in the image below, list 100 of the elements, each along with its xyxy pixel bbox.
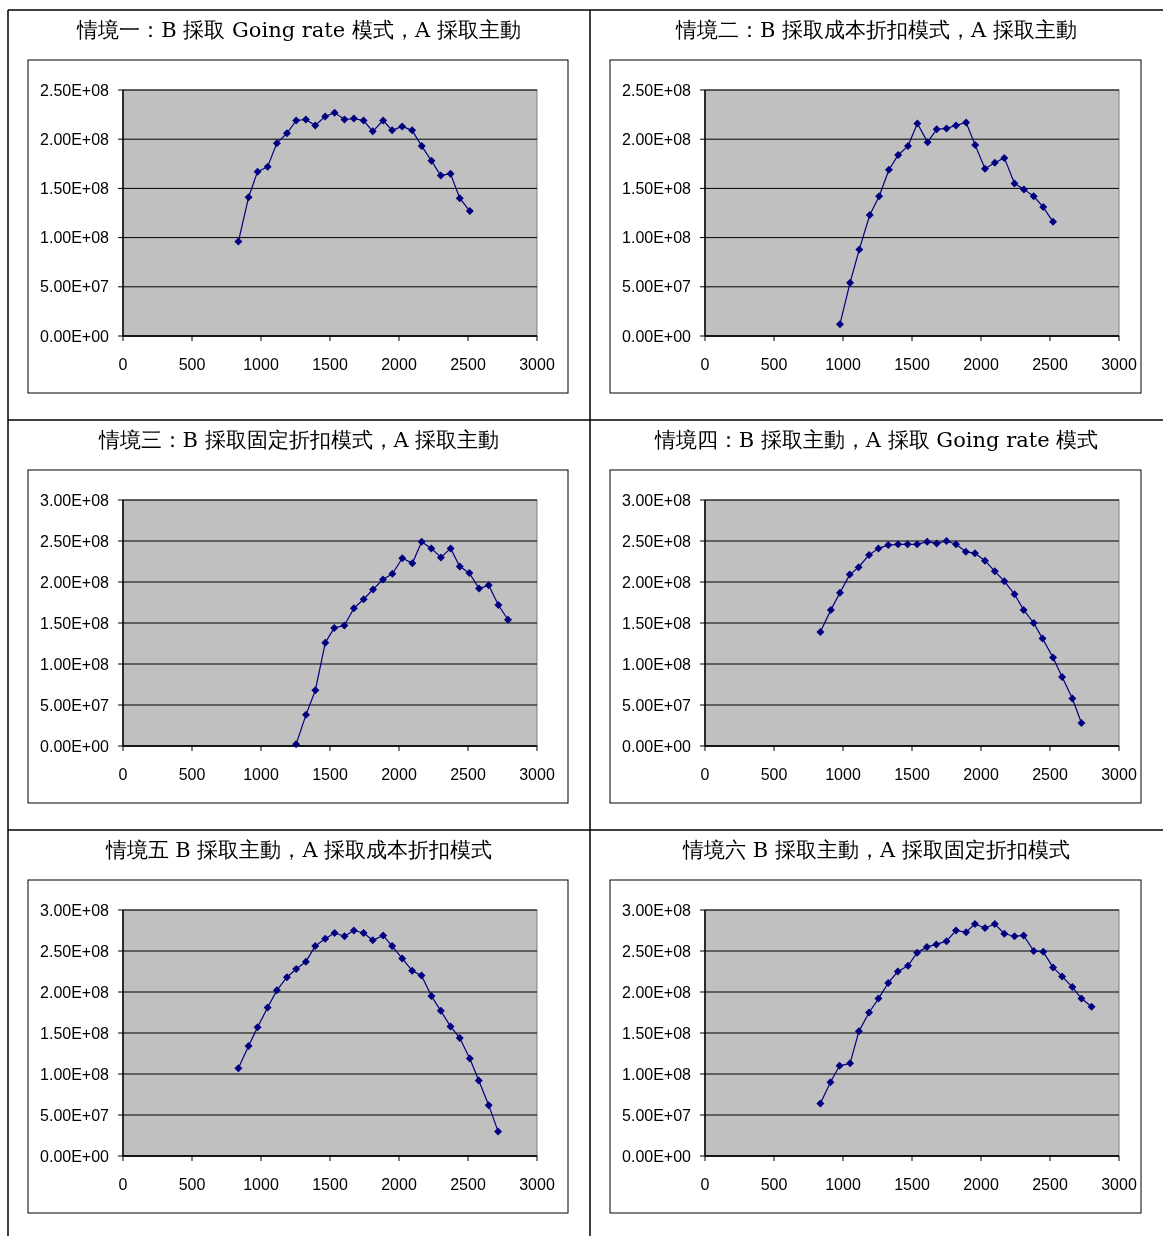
point <box>874 544 883 553</box>
point <box>826 1078 835 1087</box>
point <box>904 142 912 151</box>
x-tick-label: 0 <box>118 356 128 373</box>
point <box>321 112 330 121</box>
point <box>494 1127 503 1136</box>
point <box>455 1033 464 1042</box>
point <box>330 108 339 117</box>
y-tick-label: 1.00E+08 <box>40 229 110 247</box>
x-tick-label: 2000 <box>963 1176 999 1193</box>
point <box>990 158 999 167</box>
y-tick-label: 2.50E+08 <box>40 942 110 960</box>
point <box>330 928 339 937</box>
point <box>913 540 922 549</box>
point <box>1019 185 1028 194</box>
x-tick-label: 500 <box>760 356 788 373</box>
point <box>884 165 893 174</box>
point <box>301 710 310 719</box>
point <box>244 1042 253 1051</box>
point <box>835 1061 844 1070</box>
y-tick-label: 3.00E+08 <box>622 901 692 919</box>
point <box>952 121 961 130</box>
point <box>1049 217 1058 226</box>
point <box>388 942 397 951</box>
point <box>942 937 951 946</box>
point <box>340 115 349 124</box>
point <box>932 539 941 548</box>
x-tick-label: 3000 <box>1101 766 1137 783</box>
point <box>981 924 989 933</box>
point <box>971 141 980 150</box>
point <box>311 121 320 130</box>
point <box>952 926 961 935</box>
y-tick-label: 5.00E+07 <box>40 1106 110 1124</box>
x-tick-label: 1000 <box>243 1176 279 1193</box>
point <box>1049 653 1058 662</box>
x-tick-label: 2500 <box>1032 356 1068 373</box>
point <box>484 581 493 590</box>
point <box>321 638 330 647</box>
x-tick-label: 3000 <box>1101 1176 1137 1193</box>
point <box>427 544 436 553</box>
point <box>846 1059 855 1068</box>
x-tick-label: 1000 <box>825 766 861 783</box>
chart-title: 情境四：B 採取主動，A 採取 Going rate 模式 <box>653 428 1099 452</box>
x-tick-label: 1000 <box>243 766 279 783</box>
point <box>990 567 999 576</box>
point <box>446 169 455 178</box>
point <box>932 125 941 134</box>
point <box>1068 983 1077 992</box>
y-tick-label: 2.50E+08 <box>40 81 110 99</box>
point <box>253 167 262 176</box>
point <box>961 547 970 556</box>
point <box>368 936 377 945</box>
point <box>1029 619 1038 627</box>
point <box>1077 719 1086 728</box>
y-tick-label: 1.00E+08 <box>40 1065 110 1083</box>
point <box>388 126 397 135</box>
point <box>340 621 349 630</box>
y-tick-label: 5.00E+07 <box>40 278 110 296</box>
x-tick-label: 500 <box>760 1176 788 1193</box>
y-tick-label: 5.00E+07 <box>622 1106 692 1124</box>
chart-title: 情境二：B 採取成本折扣模式，A 採取主動 <box>675 18 1077 42</box>
x-tick-label: 500 <box>178 356 206 373</box>
x-tick-label: 0 <box>700 356 710 373</box>
y-tick-label: 2.00E+08 <box>622 573 692 591</box>
y-tick-label: 2.00E+08 <box>40 573 110 591</box>
point <box>981 164 989 173</box>
point <box>311 686 320 695</box>
y-tick-label: 1.50E+08 <box>622 614 692 632</box>
point <box>854 563 863 572</box>
point <box>893 967 902 976</box>
point <box>942 124 951 133</box>
chart-title: 情境三：B 採取固定折扣模式，A 採取主動 <box>97 428 500 452</box>
x-tick-label: 0 <box>700 1176 710 1193</box>
x-tick-label: 2500 <box>450 356 486 373</box>
point <box>359 928 368 937</box>
point <box>272 139 281 148</box>
point <box>398 554 407 563</box>
x-tick-label: 3000 <box>519 1176 555 1193</box>
y-tick-label: 3.00E+08 <box>40 901 110 919</box>
point <box>845 570 854 579</box>
point <box>1000 577 1009 586</box>
x-tick-label: 500 <box>760 766 788 783</box>
x-tick-label: 2000 <box>381 766 417 783</box>
point <box>962 928 971 937</box>
point <box>446 544 455 553</box>
x-tick-label: 1000 <box>243 356 279 373</box>
x-tick-label: 0 <box>700 766 710 783</box>
chart-title: 情境六 B 採取主動，A 採取固定折扣模式 <box>682 838 1070 862</box>
point <box>826 605 835 614</box>
point <box>417 537 426 546</box>
point <box>398 122 407 131</box>
point <box>311 942 320 951</box>
point <box>894 150 903 159</box>
point <box>970 549 979 558</box>
x-tick-label: 500 <box>178 1176 206 1193</box>
y-tick-label: 2.50E+08 <box>622 942 692 960</box>
x-tick-label: 1000 <box>825 1176 861 1193</box>
point <box>253 1023 262 1032</box>
x-tick-label: 2000 <box>963 356 999 373</box>
point <box>884 541 893 550</box>
